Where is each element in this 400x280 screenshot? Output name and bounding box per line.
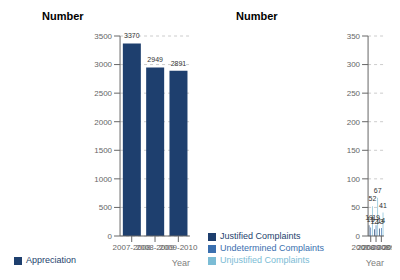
svg-text:2008-2009: 2008-2009 <box>135 242 175 252</box>
html-text:Appreciation: Appreciation <box>26 255 76 265</box>
svg-text:14: 14 <box>377 217 385 224</box>
svg-text:3370: 3370 <box>124 32 140 39</box>
svg-text:3000: 3000 <box>94 60 112 69</box>
svg-text:1500: 1500 <box>94 146 112 155</box>
svg-text:2500: 2500 <box>94 89 112 98</box>
svg-text:2891: 2891 <box>171 60 187 67</box>
svg-text:19: 19 <box>372 214 380 222</box>
html-text:Number: Number <box>42 10 84 22</box>
svg-text:2009-2010: 2009-2010 <box>362 243 392 252</box>
svg-text:0: 0 <box>108 232 113 241</box>
html-text:Number: Number <box>236 10 278 22</box>
svg-text:3500: 3500 <box>94 32 112 41</box>
svg-text:100: 100 <box>347 175 361 184</box>
svg-text:1000: 1000 <box>94 175 112 184</box>
svg-text:500: 500 <box>99 203 113 212</box>
svg-text:2949: 2949 <box>147 56 163 63</box>
svg-text:2009-2010: 2009-2010 <box>159 243 198 252</box>
svg-text:2000: 2000 <box>94 118 112 127</box>
svg-text:67: 67 <box>374 187 382 194</box>
svg-text:Year: Year <box>172 258 190 268</box>
svg-text:0: 0 <box>356 232 361 241</box>
svg-text:150: 150 <box>347 146 361 155</box>
svg-text:350: 350 <box>347 32 361 41</box>
svg-text:Year: Year <box>366 258 384 268</box>
svg-text:200: 200 <box>347 118 361 127</box>
svg-text:50: 50 <box>351 203 360 212</box>
svg-text:2007-2008: 2007-2008 <box>112 242 151 252</box>
svg-text:300: 300 <box>347 60 361 69</box>
svg-text:15: 15 <box>366 216 375 224</box>
svg-text:52: 52 <box>368 195 376 202</box>
svg-text:250: 250 <box>347 89 361 98</box>
html-text:Undetermined Complaints: Undetermined Complaints <box>220 243 325 253</box>
html-text:Unjustified Complaints: Unjustified Complaints <box>220 255 310 265</box>
html-text:Justified Complaints: Justified Complaints <box>220 231 301 241</box>
svg-text:41: 41 <box>379 202 387 209</box>
